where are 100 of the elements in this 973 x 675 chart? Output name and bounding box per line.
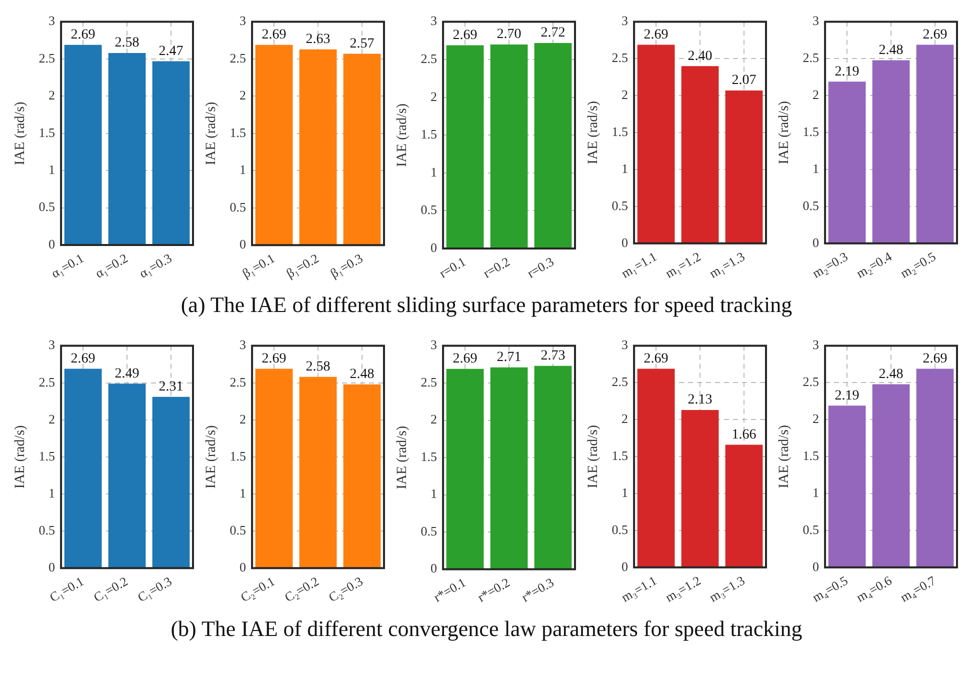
text: (b) The IAE of different convergence law parameters for speed tracking xyxy=(170,616,804,642)
y-tick-label: 1 xyxy=(622,484,628,500)
y-tick-label: 2.5 xyxy=(38,50,56,66)
y-tick-label: 1.5 xyxy=(802,448,820,464)
y-tick-label: 2.5 xyxy=(38,374,56,390)
y-tick-label: 2 xyxy=(48,411,56,426)
y-tick-label: 0 xyxy=(48,236,56,252)
y-tick-label: 2 xyxy=(812,411,820,426)
data-label: 2.47 xyxy=(158,44,184,59)
bar xyxy=(152,396,190,568)
data-label: 2.71 xyxy=(496,350,522,366)
data-label: 2.48 xyxy=(350,367,374,382)
bar xyxy=(64,368,102,568)
y-tick-label: 0.5 xyxy=(802,198,820,213)
y-tick-label: 2 xyxy=(622,411,628,426)
y-axis-title: IAE (rad/s) xyxy=(204,101,220,166)
data-label: 2.19 xyxy=(834,388,860,404)
y-tick-label: 1 xyxy=(240,162,246,178)
y-tick-label: 2.5 xyxy=(420,51,438,66)
y-tick-label: 1 xyxy=(48,162,56,178)
data-label: 2.07 xyxy=(732,73,756,88)
bar xyxy=(343,384,381,568)
bar xyxy=(828,406,866,567)
bar xyxy=(681,66,719,243)
y-tick-label: 3 xyxy=(48,337,56,352)
y-tick-label: 1 xyxy=(48,485,56,500)
y-axis-title: IAE (rad/s) xyxy=(777,424,792,488)
y-tick-label: 0.5 xyxy=(230,522,246,538)
y-tick-label: 1.5 xyxy=(230,448,246,464)
y-tick-label: 2.5 xyxy=(230,50,246,66)
x-tick-label: r=0.2 xyxy=(480,254,512,281)
data-label: 2.31 xyxy=(158,380,184,395)
y-tick-label: 0 xyxy=(622,234,628,250)
y-tick-label: 0.5 xyxy=(612,198,628,213)
data-label: 2.57 xyxy=(350,36,374,52)
data-label: 2.69 xyxy=(644,27,668,42)
y-tick-label: 0.5 xyxy=(38,522,56,538)
y-tick-label: 2 xyxy=(240,411,246,426)
y-tick-label: 0.5 xyxy=(612,522,628,537)
data-label: 1.66 xyxy=(732,427,756,442)
y-axis-title: IAE (rad/s) xyxy=(395,103,410,167)
text: (a) The IAE of different sliding surface parameters for speed tracking xyxy=(180,292,794,318)
y-tick-label: 0 xyxy=(430,240,438,255)
bar xyxy=(916,44,954,243)
y-tick-label: 2 xyxy=(48,88,56,103)
y-tick-label: 0 xyxy=(48,560,56,575)
y-axis-title: IAE (rad/s) xyxy=(586,100,602,164)
data-label: 2.63 xyxy=(306,32,330,48)
y-tick-label: 1.5 xyxy=(420,126,438,142)
data-label: 2.69 xyxy=(70,351,96,366)
y-tick-label: 0 xyxy=(812,558,820,574)
x-tick-label: r=0.3 xyxy=(524,254,556,281)
data-label: 2.70 xyxy=(496,27,522,42)
y-tick-label: 2 xyxy=(812,87,820,102)
x-tick-label: r=0.1 xyxy=(436,254,468,281)
data-label: 2.72 xyxy=(540,26,566,41)
data-label: 2.40 xyxy=(688,48,712,64)
y-tick-label: 1 xyxy=(430,164,438,180)
data-label: 2.69 xyxy=(922,351,948,366)
y-axis-title: IAE (rad/s) xyxy=(13,424,28,489)
data-label: 2.73 xyxy=(540,348,566,364)
y-tick-label: 2.5 xyxy=(612,50,628,66)
data-label: 2.49 xyxy=(114,366,140,382)
bar xyxy=(681,410,719,567)
data-label: 2.69 xyxy=(70,28,96,43)
y-tick-label: 1.5 xyxy=(420,448,438,464)
bar xyxy=(725,90,763,243)
y-axis-title: IAE (rad/s) xyxy=(777,100,792,164)
data-label: 2.19 xyxy=(834,64,860,80)
y-tick-label: 0 xyxy=(240,236,246,252)
data-label: 2.69 xyxy=(262,351,286,366)
bar xyxy=(828,82,866,243)
data-label: 2.69 xyxy=(922,27,948,42)
y-tick-label: 3 xyxy=(48,13,56,28)
y-tick-label: 2.5 xyxy=(802,374,820,390)
y-tick-label: 0.5 xyxy=(38,199,56,214)
data-label: 2.69 xyxy=(262,28,286,43)
y-tick-label: 0.5 xyxy=(802,522,820,537)
bar xyxy=(637,44,675,243)
data-label: 2.58 xyxy=(306,360,330,375)
y-tick-label: 0 xyxy=(430,560,438,576)
y-tick-label: 3 xyxy=(622,13,628,28)
y-tick-label: 2.5 xyxy=(230,374,246,390)
y-tick-label: 1 xyxy=(240,485,246,500)
y-tick-label: 0 xyxy=(240,560,246,575)
y-tick-label: 1 xyxy=(430,486,438,502)
y-tick-label: 3 xyxy=(430,337,438,352)
y-tick-label: 3 xyxy=(622,337,628,352)
y-axis-title: IAE (rad/s) xyxy=(204,424,220,489)
y-tick-label: 0 xyxy=(622,558,628,574)
y-tick-label: 2.5 xyxy=(802,50,820,66)
y-tick-label: 1 xyxy=(812,484,820,500)
y-tick-label: 3 xyxy=(812,13,820,28)
y-tick-label: 0.5 xyxy=(230,199,246,214)
y-tick-label: 1.5 xyxy=(38,124,56,140)
y-tick-label: 1.5 xyxy=(612,124,628,140)
y-tick-label: 3 xyxy=(240,337,246,352)
data-label: 2.48 xyxy=(878,42,904,58)
y-tick-label: 1 xyxy=(812,160,820,176)
y-axis-title: IAE (rad/s) xyxy=(395,426,410,490)
